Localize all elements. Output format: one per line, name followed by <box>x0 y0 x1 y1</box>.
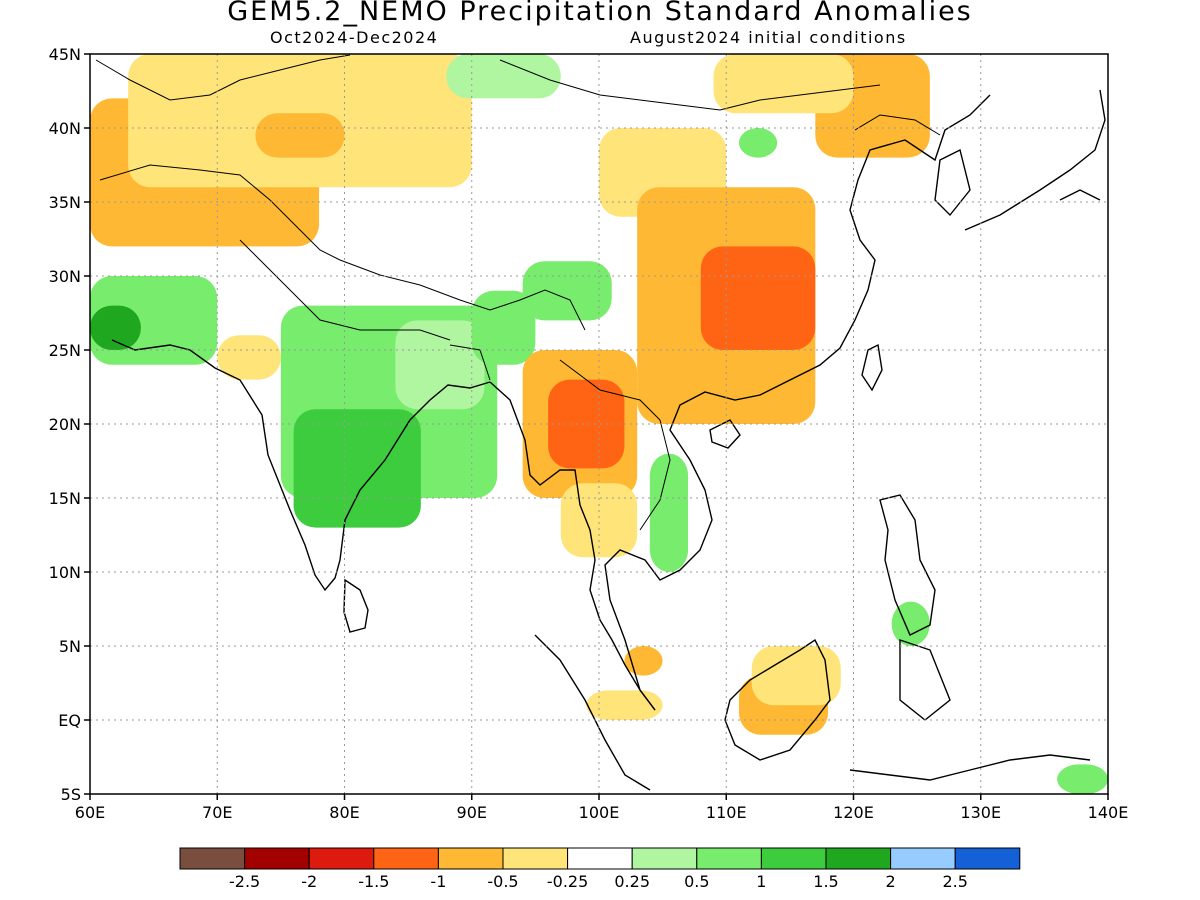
anomaly-region-27 <box>891 601 930 646</box>
anomaly-region-7 <box>293 409 421 528</box>
lon-label-60: 60E <box>75 803 105 822</box>
lat-label-20: 20N <box>49 415 81 434</box>
legend-label-3: -1 <box>430 872 446 891</box>
legend-label-9: 1.5 <box>813 872 838 891</box>
lat-label-30: 30N <box>49 267 81 286</box>
legend-swatch-8 <box>696 847 762 870</box>
lon-label-70: 70E <box>202 803 232 822</box>
legend-label-11: 2.5 <box>942 872 967 891</box>
anomaly-region-15 <box>649 453 689 572</box>
lat-label-15: 15N <box>49 489 81 508</box>
anomaly-region-8 <box>395 320 485 410</box>
legend-swatch-4 <box>437 847 504 870</box>
anomaly-region-18 <box>700 246 816 350</box>
lat-label-25: 25N <box>49 341 81 360</box>
lon-label-110: 110E <box>706 803 747 822</box>
lon-label-100: 100E <box>579 803 620 822</box>
legend-swatch-1 <box>244 847 310 870</box>
anomaly-region-26 <box>738 128 778 158</box>
legend-swatch-11 <box>890 847 956 870</box>
legend-label-2: -1.5 <box>358 872 389 891</box>
anomaly-region-25 <box>1057 764 1108 794</box>
anomaly-region-10 <box>522 261 612 321</box>
coastline-myanmar-thailand <box>489 381 656 711</box>
anomaly-region-2 <box>255 113 345 158</box>
legend-swatch-7 <box>631 847 698 870</box>
legend-label-0: -2.5 <box>229 872 260 891</box>
anomaly-region-23 <box>624 646 663 676</box>
lat-label-0: EQ <box>58 711 81 730</box>
initial-conditions: August2024 initial conditions <box>630 28 907 47</box>
legend-swatch-5 <box>502 847 569 870</box>
axis-ticks: 60E 70E 80E 90E 100E 110E 120E 130E 140E 45N 40N 35… <box>49 45 1129 822</box>
lon-label-90: 90E <box>457 803 487 822</box>
legend-label-8: 1 <box>756 872 766 891</box>
lat-label-40: 40N <box>49 119 81 138</box>
lat-label-35: 35N <box>49 193 81 212</box>
lon-label-140: 140E <box>1088 803 1129 822</box>
lon-label-80: 80E <box>329 803 359 822</box>
legend-swatch-9 <box>760 847 827 870</box>
coastline-indochina <box>604 94 991 711</box>
graticule <box>90 54 1108 794</box>
lat-label-45: 45N <box>49 45 81 64</box>
legend-swatch-6 <box>567 847 633 870</box>
coastline-india <box>111 339 491 592</box>
legend-label-4: -0.5 <box>487 872 518 891</box>
legend-swatch-12 <box>954 847 1021 870</box>
legend-swatch-2 <box>308 847 375 870</box>
anomaly-region-22 <box>751 646 841 706</box>
lon-label-130: 130E <box>960 803 1001 822</box>
legend-label-6: 0.25 <box>614 872 650 891</box>
anomaly-region-4 <box>90 305 141 350</box>
coastline-sulawesi <box>899 639 951 721</box>
legend-label-7: 0.5 <box>684 872 709 891</box>
lat-label--5: 5S <box>61 785 81 804</box>
anomaly-region-11 <box>446 54 561 99</box>
coastline-philippines <box>879 494 936 636</box>
legend-label-5: -0.25 <box>547 872 588 891</box>
anomaly-region-20 <box>713 54 854 114</box>
legend-label-1: -2 <box>301 872 317 891</box>
forecast-period: Oct2024-Dec2024 <box>270 28 439 47</box>
legend-swatch-10 <box>825 847 892 870</box>
lat-label-10: 10N <box>49 563 81 582</box>
map-title: GEM5.2_NEMO Precipitation Standard Anoma… <box>227 0 973 27</box>
anomaly-fields <box>90 54 1108 794</box>
legend-label-10: 2 <box>886 872 896 891</box>
legend-swatch-0 <box>179 847 246 870</box>
legend-swatch-3 <box>373 847 439 870</box>
coastline-sri-lanka <box>343 578 369 633</box>
coastline-borneo <box>724 638 831 761</box>
color-legend: -2.5 -2 -1.5 -1 -0.5 -0.25 0.25 0.5 1 1.5 2 2.5 <box>179 847 1021 891</box>
coastline-japan-korea <box>934 89 1106 231</box>
lat-label-5: 5N <box>59 637 81 656</box>
anomaly-region-5 <box>217 335 281 380</box>
coastline-taiwan <box>861 343 883 392</box>
lon-label-120: 120E <box>833 803 874 822</box>
anomaly-region-13 <box>548 379 625 469</box>
coastline-java <box>849 754 1091 781</box>
anomaly-region-24 <box>586 690 663 720</box>
